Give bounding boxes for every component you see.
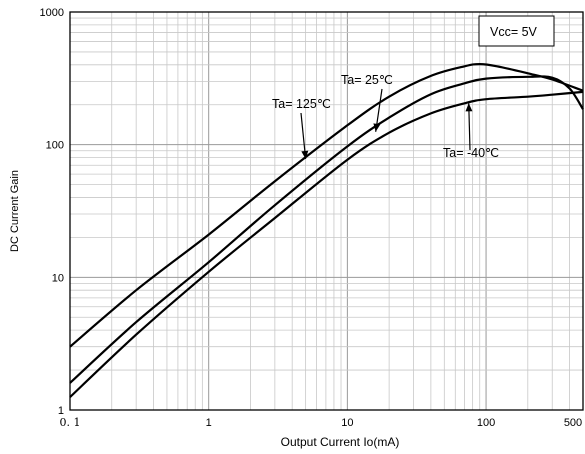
x-tick-label: 10 xyxy=(341,417,353,429)
plot-frame xyxy=(69,11,584,411)
annotation-label-1: Ta= 25℃ xyxy=(341,73,393,87)
y-tick-label: 100 xyxy=(46,140,64,152)
x-tick-labels: 0. 1 1 10 100 500 xyxy=(60,416,583,429)
annotation-arrow-head-1 xyxy=(373,123,381,132)
y-tick-label: 10 xyxy=(52,272,64,284)
y-tick-labels: 1 10 100 1000 xyxy=(40,7,64,417)
series-line-2 xyxy=(69,90,584,398)
legend-rect xyxy=(478,15,555,47)
series-line-0 xyxy=(69,62,584,348)
y-axis-label: DC Current Gain xyxy=(9,170,21,252)
series-layer xyxy=(69,62,584,398)
annotation-label-2: Ta= -40℃ xyxy=(443,146,499,160)
y-tick-label: 1000 xyxy=(40,7,64,19)
annotation-arrow-head-2 xyxy=(465,103,473,112)
x-tick-label: 100 xyxy=(477,417,495,429)
annotation-arrow-head-0 xyxy=(301,150,309,159)
annotations: Ta= 125℃ Ta= 25℃ Ta= -40℃ xyxy=(272,73,499,160)
grid xyxy=(69,12,584,411)
legend-box: Vcc= 5V xyxy=(478,15,555,47)
x-tick-label: 0. 1 xyxy=(60,416,81,429)
x-tick-label: 1 xyxy=(206,417,212,429)
y-tick-label: 1 xyxy=(58,405,64,417)
annotation-label-0: Ta= 125℃ xyxy=(272,97,331,111)
x-tick-label: 500 xyxy=(564,417,582,429)
x-axis-label: Output Current Io(mA) xyxy=(281,435,400,449)
series-line-1 xyxy=(69,75,584,384)
legend-text: Vcc= 5V xyxy=(490,25,538,39)
